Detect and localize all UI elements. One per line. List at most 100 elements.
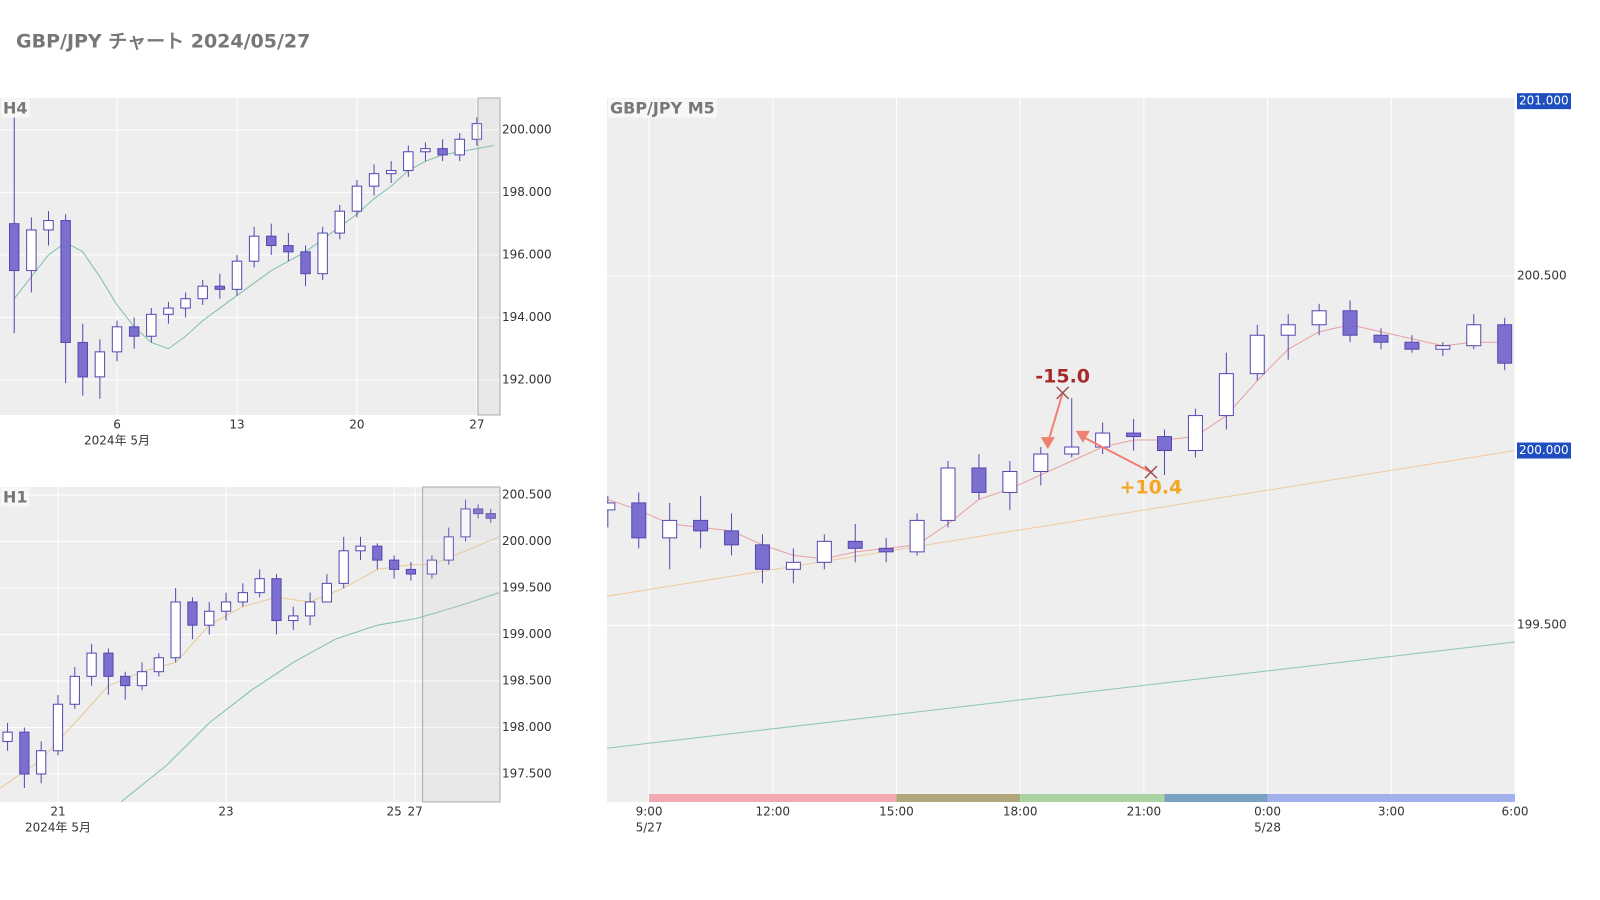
- candle-body: [471, 123, 483, 140]
- panel-title-bg: [1, 98, 30, 118]
- candle-body: [19, 731, 30, 775]
- candle-body: [266, 235, 277, 247]
- candle-body: [304, 601, 316, 617]
- candle-body: [1218, 373, 1234, 417]
- y-tick-label: 200.500: [1517, 268, 1567, 282]
- plot: [0, 499, 500, 802]
- candle-body: [405, 568, 417, 575]
- price-label: 200.000: [1519, 443, 1569, 457]
- candle-body: [460, 508, 471, 538]
- candle-body: [971, 467, 987, 493]
- candle-body: [454, 138, 465, 156]
- candle-body: [724, 530, 740, 546]
- x-tick-label: 3:00: [1378, 805, 1405, 819]
- panel-title-bg: [608, 98, 717, 118]
- candle-body: [231, 260, 243, 290]
- candle-body: [300, 251, 311, 275]
- y-tick-label: 200.500: [502, 487, 552, 501]
- candle-body: [1187, 415, 1203, 452]
- x-tick-sublabel: 2024年 5月: [25, 821, 91, 835]
- candle-body: [43, 220, 54, 231]
- trade-label: +10.4: [1119, 477, 1182, 499]
- candle-body: [1404, 341, 1420, 350]
- highlight-range: [422, 486, 501, 803]
- panel-title: GBP/JPY M5: [610, 99, 715, 118]
- candle-body: [220, 601, 232, 612]
- trade-entry: [1040, 437, 1055, 450]
- candle-body: [878, 547, 894, 553]
- y-tick-label: 194.000: [502, 310, 552, 324]
- trade-exit: [1056, 386, 1070, 400]
- candle-body: [136, 671, 148, 687]
- moving-average: [0, 536, 500, 789]
- session-bar: [1164, 794, 1268, 802]
- candle-body: [473, 508, 484, 515]
- x-tick-sublabel: 2024年 5月: [84, 434, 150, 448]
- y-tick-label: 197.500: [502, 767, 552, 781]
- price-label: 201.000: [1519, 94, 1569, 108]
- panel-title-bg: [1, 487, 30, 507]
- candle-body: [662, 519, 678, 539]
- candle-body: [26, 229, 37, 272]
- candle-body: [180, 298, 191, 309]
- candle-body: [60, 220, 71, 343]
- x-tick-label: 15:00: [879, 805, 914, 819]
- candle-body: [237, 592, 248, 603]
- candle-body: [1033, 453, 1049, 472]
- plot-background: [607, 98, 1515, 802]
- candle-body: [111, 326, 123, 353]
- trade-exit: [1144, 465, 1158, 479]
- candle-body: [321, 582, 333, 603]
- candle-body: [355, 545, 366, 552]
- candle-body: [1342, 310, 1358, 336]
- candle-body: [607, 502, 616, 511]
- moving-average: [607, 450, 1515, 597]
- candle-body: [443, 536, 454, 561]
- y-tick-label: 192.000: [502, 372, 552, 386]
- candle-body: [248, 235, 260, 262]
- x-tick-label: 25: [386, 805, 401, 819]
- candle-body: [317, 232, 328, 275]
- candle-body: [153, 657, 164, 673]
- candle-body: [1497, 324, 1513, 364]
- x-tick-label: 27: [469, 418, 484, 432]
- candle-body: [204, 610, 215, 626]
- trade-line: [1046, 392, 1064, 444]
- x-tick-label: 21: [50, 805, 65, 819]
- candle-body: [214, 285, 226, 290]
- candle-body: [754, 544, 770, 570]
- x-tick-label: 27: [407, 805, 422, 819]
- candle-body: [385, 170, 397, 175]
- candle-body: [187, 601, 198, 626]
- candle-body: [1126, 432, 1142, 438]
- candle-body: [271, 578, 282, 622]
- x-tick-sublabel: 5/28: [1254, 821, 1281, 835]
- candle-body: [1466, 324, 1482, 347]
- candle-body: [9, 223, 20, 272]
- trade-entry: [1075, 430, 1090, 443]
- candle-body: [403, 151, 414, 172]
- session-bar: [1020, 794, 1165, 802]
- candle-body: [1373, 334, 1389, 343]
- candle-body: [351, 185, 363, 212]
- trade-line: [1082, 436, 1152, 474]
- y-tick-label: 198.000: [502, 185, 552, 199]
- candle-body: [288, 615, 299, 622]
- y-tick-label: 198.500: [502, 674, 552, 688]
- candle-body: [103, 652, 114, 677]
- session-bar: [1267, 794, 1515, 802]
- candle-body: [77, 341, 88, 378]
- candle-body: [940, 467, 956, 521]
- candle-body: [1157, 436, 1173, 452]
- y-tick-label: 199.000: [502, 627, 552, 641]
- candle-body: [163, 307, 174, 315]
- candle-body: [1249, 334, 1265, 375]
- candle-body: [170, 601, 181, 659]
- session-bar: [896, 794, 1021, 802]
- x-tick-label: 0:00: [1254, 805, 1281, 819]
- x-tick-label: 6: [113, 418, 121, 432]
- candle-body: [254, 578, 265, 594]
- candle-body: [1311, 310, 1327, 326]
- candle-body: [420, 148, 431, 153]
